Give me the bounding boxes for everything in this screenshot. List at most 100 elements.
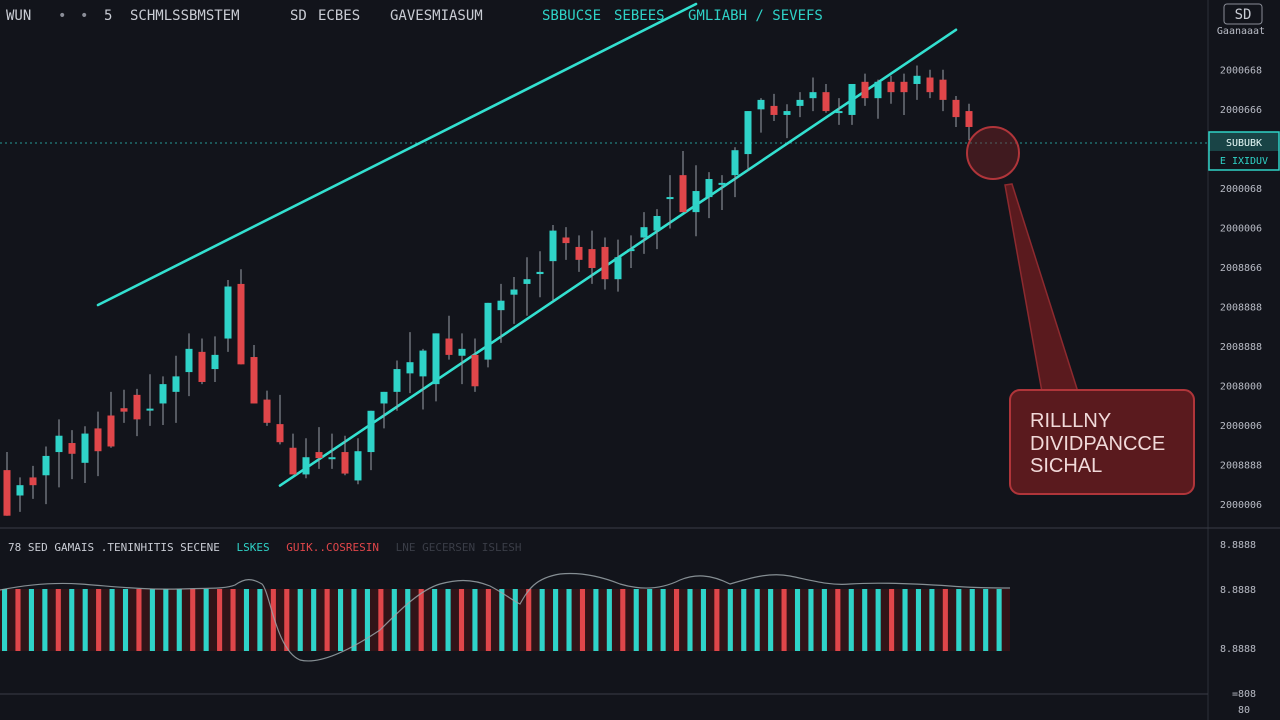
candle	[536, 251, 544, 298]
oscillator-bar	[338, 589, 344, 651]
oscillator-bar	[768, 589, 774, 651]
candle	[120, 389, 128, 423]
oscillator-bar	[620, 589, 626, 651]
oscillator-bar	[42, 589, 48, 651]
candle-body	[185, 348, 193, 373]
candle	[835, 98, 843, 125]
candle-body	[705, 179, 713, 198]
oscillator-bar	[566, 589, 572, 651]
candle	[952, 96, 960, 127]
candle	[302, 438, 310, 479]
candle	[68, 430, 76, 480]
candle-body	[432, 333, 440, 385]
callout-box	[1009, 389, 1195, 495]
candle-body	[445, 338, 453, 355]
oscillator-bar	[270, 589, 276, 651]
candle-body	[250, 357, 258, 404]
oscillator-bar	[364, 589, 370, 651]
candle-body	[328, 457, 336, 460]
oscillator-bar	[378, 589, 384, 651]
top-right-badge[interactable]: SD	[1223, 3, 1263, 25]
candle	[601, 237, 609, 290]
candle-body	[458, 348, 466, 356]
current-price-top: SUBUBK	[1226, 138, 1262, 149]
candle-body	[484, 302, 492, 360]
candle	[42, 446, 50, 505]
candle-body	[120, 408, 128, 412]
candle	[614, 239, 622, 292]
candle	[380, 391, 388, 429]
candle-body	[172, 376, 180, 392]
candle-body	[224, 286, 232, 339]
candle-body	[692, 191, 700, 213]
indicator-label-a[interactable]: GAVESMIASUM	[390, 8, 483, 24]
oscillator-bar	[203, 589, 209, 651]
oscillator-bar	[391, 589, 397, 651]
oscillator-bar	[660, 589, 666, 651]
oscillator-bar	[69, 589, 75, 651]
candle-body	[653, 215, 661, 231]
callout-line: DIVIDPANCCE	[1030, 433, 1165, 455]
timeframe-label[interactable]: 5	[104, 8, 112, 24]
candle	[29, 465, 37, 499]
current-price-tag: SUBUBK E IXIDUV	[1208, 131, 1280, 171]
candle-body	[55, 435, 63, 453]
price-axis-label: 2000006	[1220, 224, 1262, 235]
header-dot: •	[58, 8, 66, 24]
candle	[588, 230, 596, 284]
oscillator-bar	[230, 589, 236, 651]
oscillator-header: 78 SED GAMAIS .TENINHITIS SECENE LSKES G…	[8, 541, 521, 554]
candle-body	[523, 279, 531, 284]
price-axis-label: 2000068	[1220, 184, 1262, 195]
oscillator-bar	[956, 589, 962, 651]
chart-header: WUN • • 5 SCHMLSSBMSTEM SD ECBES GAVESMI…	[6, 8, 823, 24]
candle-body	[133, 394, 141, 420]
chart-title: SCHMLSSBMSTEM	[130, 8, 240, 24]
candle	[484, 302, 492, 368]
candle	[172, 355, 180, 423]
candle-body	[861, 81, 869, 99]
candle-body	[757, 99, 765, 110]
divergence-callout[interactable]: RILLLNY DIVIDPANCCE SICHAL	[1009, 389, 1195, 495]
candle-body	[718, 182, 726, 185]
candle	[549, 225, 557, 301]
oscillator-bar	[243, 589, 250, 651]
indicator-label-c[interactable]: SEBEES	[614, 8, 665, 24]
oscillator-bar	[2, 589, 8, 651]
price-axis[interactable]: Gaanaaat20006682000666200000820000682000…	[1217, 26, 1265, 511]
divergence-marker[interactable]	[966, 126, 1020, 180]
trendlines[interactable]	[96, 2, 958, 487]
oscillator-bar	[983, 589, 989, 651]
candle	[81, 426, 89, 484]
oscillator-axis-label: 8.8888	[1220, 644, 1256, 655]
oscillator-header-part: LSKES	[237, 541, 270, 554]
oscillator-bar	[727, 589, 733, 651]
candle-body	[965, 111, 973, 127]
indicator-label-d[interactable]: GMLIABH / SEVEFS	[688, 8, 823, 24]
candle	[445, 315, 453, 360]
candle	[627, 235, 635, 269]
candle-body	[588, 249, 596, 269]
candle-body	[627, 249, 635, 252]
oscillator-bar	[942, 589, 948, 651]
indicator-label-b[interactable]: SBBUCSE	[542, 8, 601, 24]
candle-body	[16, 485, 24, 496]
candle-body	[952, 99, 960, 118]
candle-body	[536, 271, 544, 275]
badge-text: SD	[1235, 7, 1252, 23]
candle	[198, 338, 206, 385]
symbol-label[interactable]: WUN	[6, 8, 31, 24]
candle-body	[939, 79, 947, 100]
candle	[562, 227, 570, 260]
candle-body	[81, 433, 89, 463]
candle	[757, 98, 765, 133]
candle-body	[211, 354, 219, 370]
candles	[3, 65, 973, 516]
candle-body	[68, 443, 76, 454]
time-axis-label: 80	[1238, 705, 1250, 716]
oscillator-bar	[553, 589, 559, 651]
candle	[913, 65, 921, 100]
oscillator-bottom-label: =808	[1232, 689, 1256, 700]
trendline[interactable]	[96, 2, 698, 307]
